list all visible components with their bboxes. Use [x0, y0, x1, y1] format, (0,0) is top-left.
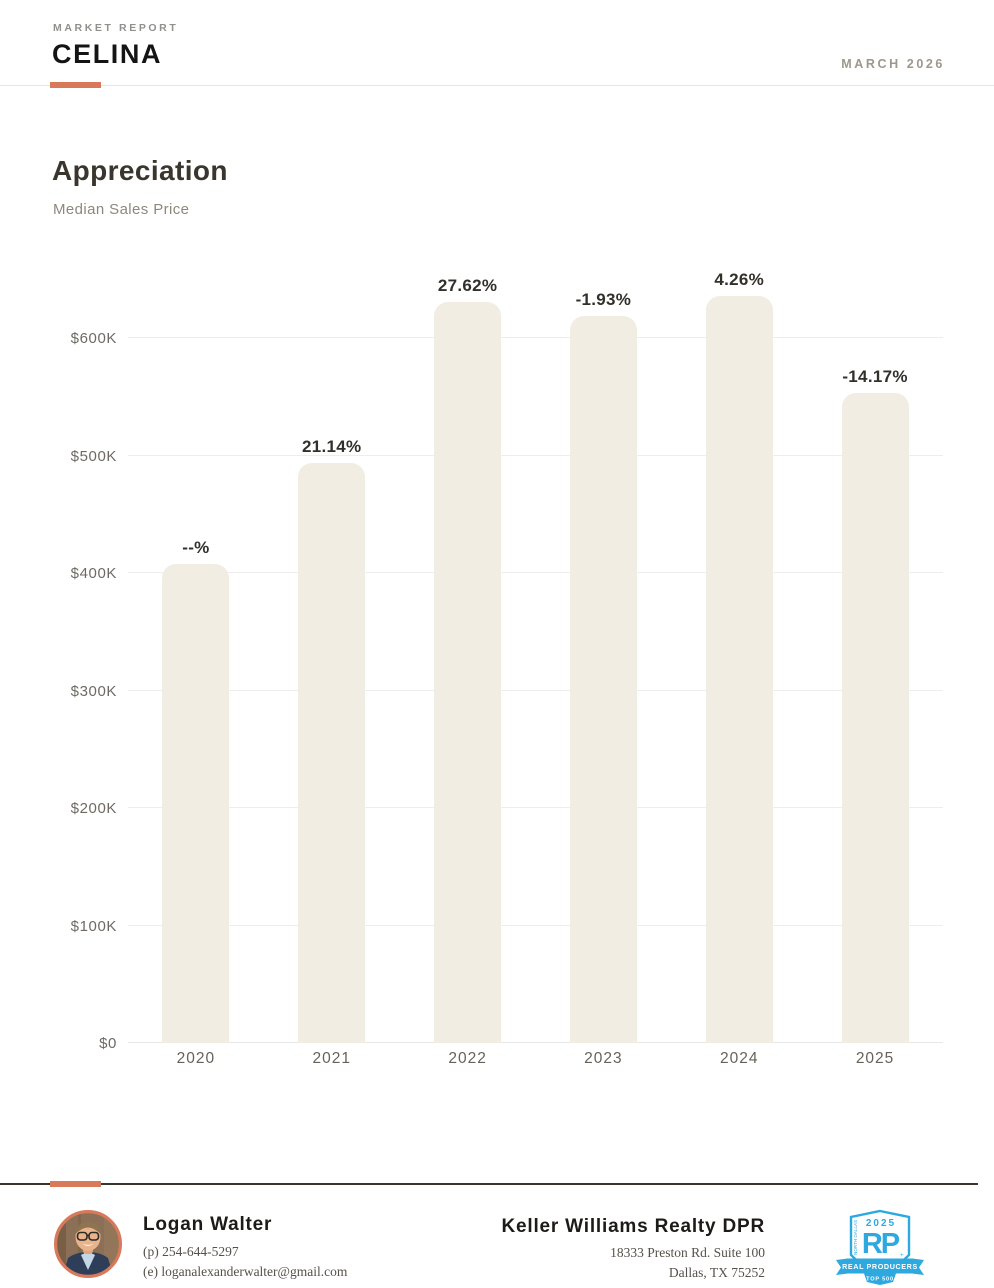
section-title: Appreciation	[52, 155, 228, 186]
bar-2020	[162, 563, 230, 1043]
svg-text:2025: 2025	[866, 1218, 896, 1229]
bar-group-2022: 27.62%	[400, 270, 536, 1043]
chart-y-axis: $0 $100K $200K $300K $400K $500K $600K	[0, 270, 117, 1052]
report-date: MARCH 2026	[841, 57, 945, 71]
y-tick-label: $300K	[70, 682, 117, 700]
chart-plot: --% 21.14% 27.62% -1.93% 4.26% -14.17%	[128, 270, 943, 1043]
bar-slots: --% 21.14% 27.62% -1.93% 4.26% -14.17%	[128, 270, 943, 1043]
report-eyebrow: MARKET REPORT	[53, 22, 179, 34]
y-tick-label: $400K	[70, 565, 117, 583]
agent-phone: (p) 254-644-5297	[143, 1244, 239, 1259]
bar-group-2025: -14.17%	[807, 270, 943, 1043]
svg-text:REAL PRODUCERS: REAL PRODUCERS	[842, 1262, 918, 1271]
section-subtitle: Median Sales Price	[53, 201, 190, 218]
agent-info: Logan Walter (p) 254-644-5297 (e) logana…	[143, 1214, 347, 1282]
gridline	[128, 807, 943, 809]
gridline	[128, 454, 943, 456]
gridline	[128, 1042, 943, 1043]
bar-value-label: 21.14%	[302, 436, 362, 456]
svg-text:TOP 500: TOP 500	[866, 1277, 894, 1283]
y-tick-label: $500K	[70, 447, 117, 465]
x-tick-label: 2023	[584, 1050, 623, 1067]
bar-value-label: -1.93%	[575, 290, 632, 310]
y-tick-label: $0	[99, 1035, 117, 1052]
bar-group-2020: --%	[128, 270, 264, 1043]
office-address-line1: 18333 Preston Rd. Suite 100	[610, 1245, 765, 1260]
gridline	[128, 337, 943, 339]
agent-avatar	[53, 1209, 123, 1279]
header-divider	[0, 85, 994, 86]
appreciation-bar-chart: $0 $100K $200K $300K $400K $500K $600K --% 21.1…	[0, 270, 994, 1052]
agent-email: (e) loganalexanderwalter@gmail.com	[143, 1264, 348, 1279]
chart-x-axis: 2020 2021 2022 2023 2024 2025	[128, 1050, 943, 1068]
bar-group-2023: -1.93%	[535, 270, 671, 1043]
header-divider-accent	[50, 82, 101, 88]
bar-value-label: 27.62%	[437, 275, 498, 295]
svg-text:RP: RP	[862, 1228, 900, 1260]
bar-value-label: -14.17%	[842, 366, 908, 386]
x-tick-label: 2020	[176, 1050, 216, 1067]
agent-name: Logan Walter	[143, 1214, 273, 1235]
svg-text:NORTH DALLAS: NORTH DALLAS	[853, 1220, 858, 1255]
bar-group-2024: 4.26%	[671, 270, 807, 1043]
x-tick-label: 2024	[719, 1050, 759, 1067]
x-tick-label: 2021	[312, 1050, 351, 1067]
agent-photo-icon	[53, 1209, 123, 1279]
footer-divider	[0, 1183, 978, 1185]
svg-text:+: +	[900, 1253, 904, 1259]
gridline	[128, 572, 943, 574]
bar-value-label: --%	[182, 537, 210, 557]
bar-group-2021: 21.14%	[264, 270, 400, 1043]
bar-2023	[569, 316, 637, 1043]
page-title-city: CELINA	[52, 39, 163, 69]
x-tick-label: 2025	[855, 1050, 895, 1067]
gridline	[128, 924, 943, 926]
bar-2025	[841, 392, 909, 1043]
y-tick-label: $600K	[70, 330, 117, 348]
bar-value-label: 4.26%	[714, 270, 765, 289]
real-producers-badge: 2025 RP + NORTH DALLAS REAL PRODUCERS TO…	[834, 1209, 926, 1285]
x-tick-label: 2022	[448, 1050, 487, 1067]
bar-2022	[434, 301, 502, 1043]
real-producers-badge-icon: 2025 RP + NORTH DALLAS REAL PRODUCERS TO…	[836, 1209, 924, 1285]
gridline	[128, 689, 943, 691]
office-name: Keller Williams Realty DPR	[501, 1216, 765, 1237]
bar-2024	[705, 296, 773, 1043]
y-tick-label: $200K	[70, 800, 117, 818]
office-address-line2: Dallas, TX 75252	[668, 1265, 765, 1280]
footer-divider-accent	[50, 1181, 101, 1187]
bar-2021	[298, 462, 366, 1043]
office-info: Keller Williams Realty DPR 18333 Preston…	[502, 1216, 766, 1283]
y-tick-label: $100K	[70, 917, 117, 935]
